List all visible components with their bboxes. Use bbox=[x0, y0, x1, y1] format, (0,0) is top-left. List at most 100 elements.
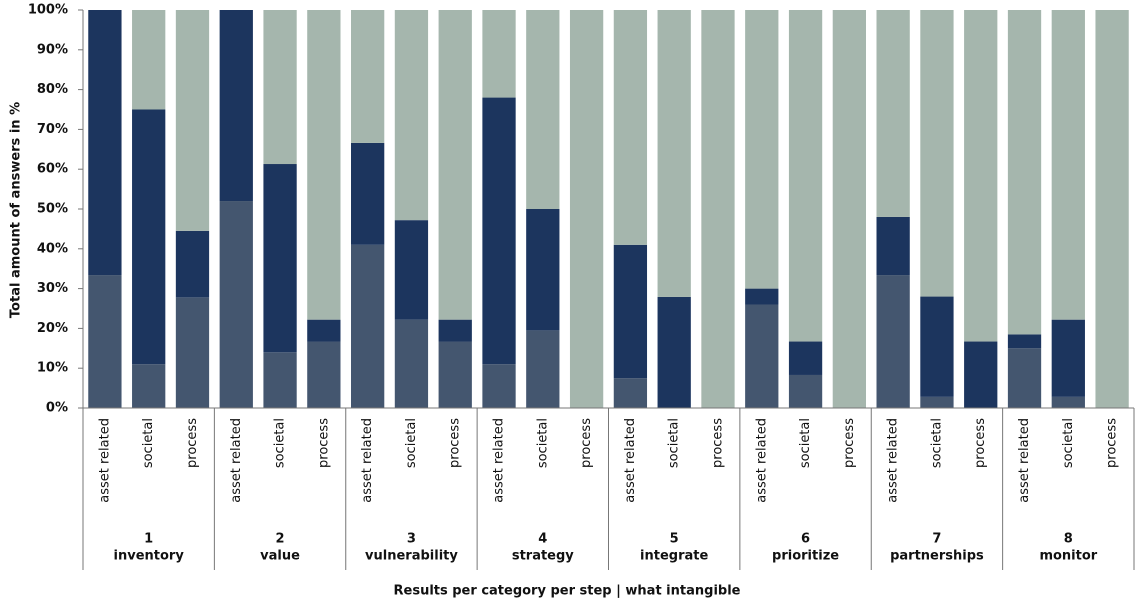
bar-segment bbox=[657, 10, 691, 297]
group-label: value bbox=[260, 549, 300, 564]
y-tick-label: 0% bbox=[46, 401, 68, 416]
bar-segment bbox=[745, 288, 779, 305]
group-label: monitor bbox=[1039, 549, 1097, 564]
bar-segment bbox=[788, 10, 823, 342]
x-tick-label: process bbox=[1105, 418, 1120, 468]
y-tick-label: 40% bbox=[37, 241, 68, 256]
x-tick-label: societal bbox=[273, 418, 288, 468]
bar-segment bbox=[876, 10, 910, 217]
group-label: partnerships bbox=[890, 549, 984, 564]
bar-segment bbox=[613, 378, 648, 408]
x-tick-label: societal bbox=[667, 418, 682, 468]
x-tick-label: asset related bbox=[886, 418, 901, 503]
bar-segment bbox=[307, 341, 341, 408]
bar-segment bbox=[438, 10, 472, 320]
x-tick-label: asset related bbox=[492, 418, 507, 503]
bar-segment bbox=[132, 10, 166, 110]
group-number: 7 bbox=[932, 532, 941, 547]
bar-segment bbox=[788, 341, 823, 375]
bar-segment bbox=[832, 10, 866, 408]
x-tick-label: societal bbox=[141, 418, 156, 468]
bar-segment bbox=[745, 304, 779, 408]
bar-segment bbox=[175, 230, 210, 298]
group-label: strategy bbox=[512, 549, 574, 564]
bar-segment bbox=[307, 10, 341, 320]
x-axis-title: Results per category per step | what int… bbox=[394, 584, 741, 599]
bar-segment bbox=[1007, 10, 1042, 335]
bar-segment bbox=[920, 10, 954, 297]
x-tick-label: asset related bbox=[1017, 418, 1032, 503]
group-number: 2 bbox=[276, 532, 285, 547]
bar-segment bbox=[219, 10, 253, 202]
x-tick-label: societal bbox=[535, 418, 550, 468]
bar-segment bbox=[1051, 396, 1085, 408]
bar-segment bbox=[920, 296, 954, 397]
x-tick-label: societal bbox=[1061, 418, 1076, 468]
bar-segment bbox=[263, 352, 297, 408]
bar-segment bbox=[351, 244, 385, 408]
bar-segment bbox=[438, 319, 472, 342]
x-tick-label: process bbox=[973, 418, 988, 468]
y-tick-label: 80% bbox=[37, 82, 68, 97]
y-tick-label: 70% bbox=[37, 122, 68, 137]
y-tick-label: 10% bbox=[37, 361, 68, 376]
bar-segment bbox=[1007, 334, 1042, 349]
bar-segment bbox=[876, 216, 910, 276]
bar-segment bbox=[526, 10, 560, 209]
bar-segment bbox=[1051, 319, 1085, 397]
bar-segment bbox=[526, 209, 560, 331]
bar-segment bbox=[175, 297, 210, 408]
x-tick-label: process bbox=[710, 418, 725, 468]
bar-segment bbox=[394, 220, 429, 320]
x-tick-label: process bbox=[185, 418, 200, 468]
bar-segment bbox=[438, 341, 472, 408]
group-number: 8 bbox=[1064, 532, 1073, 547]
bar-segment bbox=[701, 10, 735, 408]
group-label: prioritize bbox=[772, 549, 839, 564]
y-tick-label: 90% bbox=[37, 42, 68, 57]
bar-segment bbox=[219, 201, 253, 408]
bar-segment bbox=[88, 10, 122, 276]
bar-segment bbox=[964, 10, 998, 342]
bar-segment bbox=[964, 341, 998, 408]
x-tick-label: process bbox=[448, 418, 463, 468]
bar-segment bbox=[657, 296, 691, 408]
bar-segment bbox=[613, 10, 648, 245]
bar-segment bbox=[482, 10, 516, 98]
x-tick-label: societal bbox=[929, 418, 944, 468]
x-tick-label: asset related bbox=[360, 418, 375, 503]
bar-segment bbox=[745, 10, 779, 289]
y-tick-label: 50% bbox=[37, 202, 68, 217]
group-label: inventory bbox=[114, 549, 185, 564]
bar-segment bbox=[351, 142, 385, 245]
x-tick-label: process bbox=[316, 418, 331, 468]
bar-segment bbox=[263, 10, 297, 165]
bar-segment bbox=[351, 10, 385, 143]
bar-segment bbox=[1007, 348, 1042, 408]
group-number: 5 bbox=[670, 532, 679, 547]
bar-segment bbox=[88, 275, 122, 408]
group-number: 3 bbox=[407, 532, 416, 547]
bar-segment bbox=[482, 364, 516, 408]
x-tick-label: asset related bbox=[97, 418, 112, 503]
x-tick-label: asset related bbox=[623, 418, 638, 503]
bar-segment bbox=[920, 396, 954, 408]
group-label: vulnerability bbox=[365, 549, 458, 564]
x-tick-label: process bbox=[579, 418, 594, 468]
bar-segment bbox=[175, 10, 210, 231]
x-tick-label: asset related bbox=[229, 418, 244, 503]
bar-segment bbox=[569, 10, 604, 408]
bar-segment bbox=[307, 319, 341, 342]
y-tick-label: 30% bbox=[37, 281, 68, 296]
x-tick-label: asset related bbox=[754, 418, 769, 503]
bar-segment bbox=[876, 275, 910, 408]
bar-segment bbox=[1051, 10, 1085, 320]
y-axis-title: Total amount of answers in % bbox=[9, 102, 24, 318]
y-tick-label: 60% bbox=[37, 162, 68, 177]
group-number: 1 bbox=[144, 532, 153, 547]
y-tick-label: 20% bbox=[37, 321, 68, 336]
bar-segment bbox=[482, 97, 516, 365]
group-label: integrate bbox=[640, 549, 708, 564]
x-tick-label: societal bbox=[798, 418, 813, 468]
